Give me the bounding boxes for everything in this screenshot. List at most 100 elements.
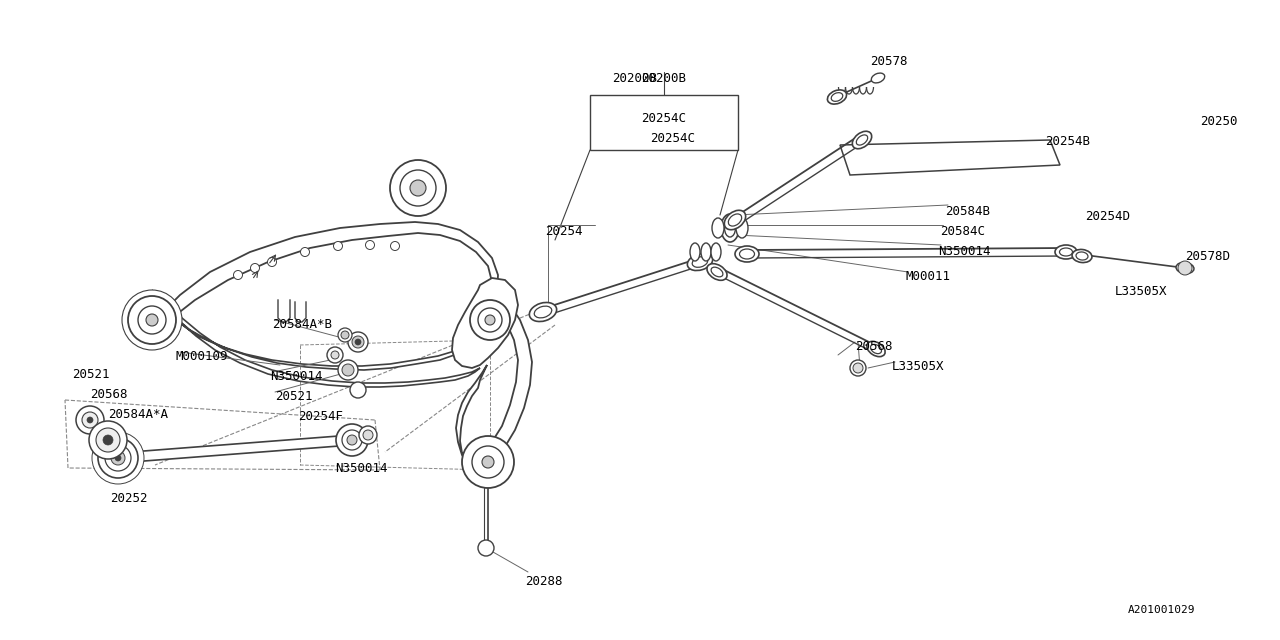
Ellipse shape <box>736 218 748 238</box>
Circle shape <box>342 364 355 376</box>
Circle shape <box>348 332 369 352</box>
Ellipse shape <box>1073 250 1092 262</box>
Circle shape <box>326 347 343 363</box>
Ellipse shape <box>1076 252 1088 260</box>
Text: 20584C: 20584C <box>940 225 986 238</box>
Polygon shape <box>840 140 1060 175</box>
Ellipse shape <box>534 306 552 318</box>
Circle shape <box>102 435 113 445</box>
Ellipse shape <box>827 90 846 104</box>
Ellipse shape <box>690 243 700 261</box>
Text: 20254B: 20254B <box>1044 135 1091 148</box>
Text: N350014: N350014 <box>335 462 388 475</box>
Circle shape <box>76 406 104 434</box>
Circle shape <box>352 336 364 348</box>
Ellipse shape <box>1176 262 1194 273</box>
Ellipse shape <box>872 73 884 83</box>
Text: 20254D: 20254D <box>1085 210 1130 223</box>
Ellipse shape <box>687 253 713 271</box>
Circle shape <box>358 426 378 444</box>
Polygon shape <box>452 278 518 368</box>
Circle shape <box>332 351 339 359</box>
Text: 20578D: 20578D <box>1185 250 1230 263</box>
Ellipse shape <box>735 246 759 262</box>
Text: 20578: 20578 <box>870 55 908 68</box>
Circle shape <box>82 412 99 428</box>
Ellipse shape <box>740 249 754 259</box>
Circle shape <box>111 451 125 465</box>
Ellipse shape <box>712 218 724 238</box>
Circle shape <box>301 248 310 257</box>
Circle shape <box>128 296 177 344</box>
Ellipse shape <box>728 214 741 226</box>
Circle shape <box>355 339 361 345</box>
Ellipse shape <box>701 243 710 261</box>
Text: 20250: 20250 <box>1201 115 1238 128</box>
Circle shape <box>334 241 343 250</box>
Circle shape <box>470 300 509 340</box>
Text: 20200B: 20200B <box>613 72 658 85</box>
Text: 20568: 20568 <box>855 340 892 353</box>
Circle shape <box>335 424 369 456</box>
Polygon shape <box>456 292 532 470</box>
Circle shape <box>99 438 138 478</box>
Text: 20584B: 20584B <box>945 205 989 218</box>
Text: 20568: 20568 <box>90 388 128 401</box>
Circle shape <box>364 430 372 440</box>
Circle shape <box>472 446 504 478</box>
Polygon shape <box>152 290 480 387</box>
Ellipse shape <box>712 267 723 277</box>
Circle shape <box>485 315 495 325</box>
Text: M00011: M00011 <box>905 270 950 283</box>
Text: 20254F: 20254F <box>298 410 343 423</box>
Ellipse shape <box>867 341 886 356</box>
Circle shape <box>138 306 166 334</box>
Circle shape <box>342 430 362 450</box>
Text: L33505X: L33505X <box>1115 285 1167 298</box>
Circle shape <box>462 436 515 488</box>
Ellipse shape <box>710 243 721 261</box>
Circle shape <box>483 456 494 468</box>
Circle shape <box>410 180 426 196</box>
Text: 20254C: 20254C <box>650 132 695 145</box>
Text: 20200B: 20200B <box>641 72 686 85</box>
Ellipse shape <box>724 219 736 237</box>
Text: 20584A*A: 20584A*A <box>108 408 168 421</box>
Ellipse shape <box>852 131 872 148</box>
Ellipse shape <box>707 264 727 280</box>
Circle shape <box>390 241 399 250</box>
Circle shape <box>90 421 127 459</box>
Circle shape <box>338 328 352 342</box>
Circle shape <box>115 455 122 461</box>
Circle shape <box>349 382 366 398</box>
Text: M000109: M000109 <box>175 350 228 363</box>
Circle shape <box>87 417 93 423</box>
Text: N350014: N350014 <box>938 245 991 258</box>
Circle shape <box>340 331 349 339</box>
Ellipse shape <box>692 257 708 268</box>
Circle shape <box>268 257 276 266</box>
Ellipse shape <box>870 344 882 354</box>
Circle shape <box>850 360 867 376</box>
Circle shape <box>233 271 242 280</box>
Ellipse shape <box>856 135 868 145</box>
Polygon shape <box>160 222 498 330</box>
Circle shape <box>399 170 436 206</box>
Circle shape <box>1178 261 1192 275</box>
Text: 20521: 20521 <box>275 390 312 403</box>
Circle shape <box>96 428 120 452</box>
Text: N350014: N350014 <box>270 370 323 383</box>
Circle shape <box>105 445 131 471</box>
Circle shape <box>477 308 502 332</box>
Text: 20288: 20288 <box>525 575 562 588</box>
Text: 20254C: 20254C <box>641 111 686 125</box>
Bar <box>590 95 739 150</box>
Ellipse shape <box>530 303 557 321</box>
Circle shape <box>251 264 260 273</box>
Polygon shape <box>118 435 352 463</box>
Text: 20584A*B: 20584A*B <box>273 318 332 331</box>
Circle shape <box>477 540 494 556</box>
Ellipse shape <box>1060 248 1073 256</box>
Circle shape <box>338 360 358 380</box>
Circle shape <box>146 314 157 326</box>
